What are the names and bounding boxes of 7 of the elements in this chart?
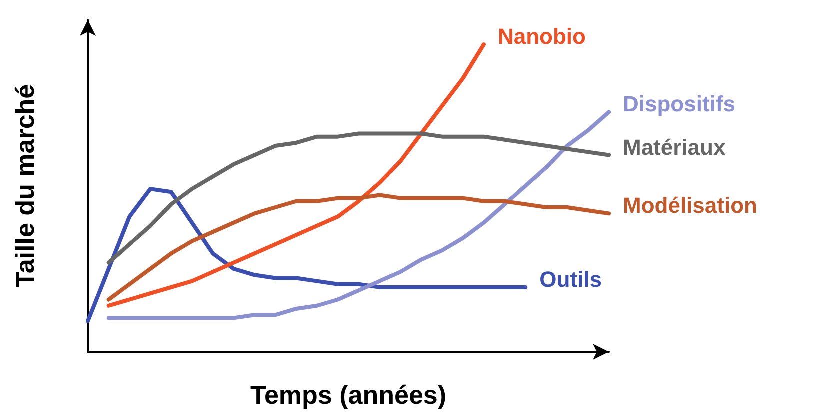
series-label: Outils — [540, 266, 602, 292]
y-axis-title: Taille du marché — [10, 84, 40, 288]
series-label: Matériaux — [623, 134, 726, 160]
series-label: Modélisation — [623, 193, 758, 218]
series-label: Nanobio — [498, 24, 586, 50]
series-label: Dispositifs — [623, 92, 736, 117]
x-axis-title: Temps (années) — [250, 380, 447, 410]
